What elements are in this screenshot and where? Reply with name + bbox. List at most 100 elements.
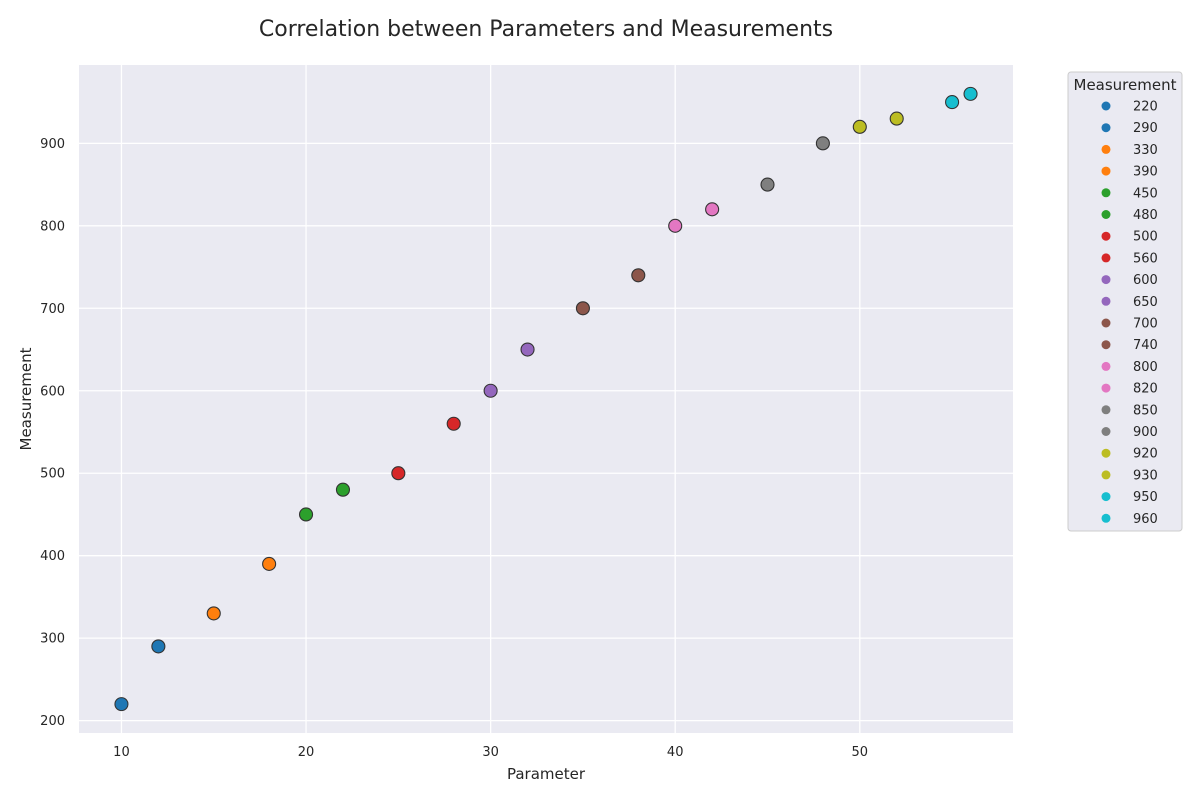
legend-marker [1101, 492, 1111, 502]
legend-item: 960 [1101, 512, 1158, 527]
y-tick-label: 800 [40, 219, 65, 234]
legend-items: 220 290 330 390 450 480 500 560 600 650 700 740 800 8… [1101, 100, 1158, 527]
y-tick-label: 300 [40, 632, 65, 647]
legend-item: 220 [1101, 100, 1158, 115]
legend-marker [1101, 253, 1111, 263]
legend-item: 800 [1101, 360, 1158, 375]
legend-label: 950 [1133, 490, 1158, 505]
legend-label: 500 [1133, 230, 1158, 245]
legend-item: 480 [1101, 208, 1158, 223]
legend-marker [1101, 470, 1111, 480]
data-point [206, 606, 221, 621]
legend-item: 600 [1101, 273, 1158, 288]
legend-item: 330 [1101, 143, 1158, 158]
legend-marker [1101, 448, 1111, 458]
legend-label: 900 [1133, 425, 1158, 440]
legend-label: 960 [1133, 512, 1158, 527]
legend-marker [1101, 210, 1111, 219]
data-point [298, 507, 314, 522]
tick-labels: 10 20 30 40 50 200 300 400 500 600 700 800 900 [40, 137, 868, 760]
legend-item: 650 [1101, 295, 1158, 310]
x-tick-label: 10 [113, 745, 130, 760]
grid-lines [79, 65, 1013, 733]
y-tick-label: 200 [40, 714, 65, 729]
legend-label: 920 [1133, 447, 1158, 462]
data-points [114, 86, 978, 712]
legend-item: 740 [1101, 338, 1158, 353]
legend-marker [1101, 318, 1111, 328]
legend-marker [1101, 123, 1111, 133]
data-point [391, 466, 406, 481]
legend-item: 290 [1101, 121, 1158, 136]
x-tick-label: 20 [298, 745, 315, 760]
y-axis-title: Measurement [17, 347, 35, 450]
legend-item: 820 [1101, 382, 1158, 397]
legend-item: 850 [1101, 403, 1158, 418]
legend-marker [1101, 101, 1111, 111]
legend-marker [1101, 188, 1111, 198]
legend-item: 920 [1101, 447, 1158, 462]
legend: Measurement 220 290 330 390 450 480 500 560 600 6… [1067, 71, 1183, 532]
legend-item: 560 [1101, 251, 1158, 266]
legend-label: 700 [1133, 317, 1158, 332]
y-tick-label: 900 [40, 137, 65, 152]
data-point [852, 119, 867, 134]
legend-item: 500 [1101, 230, 1158, 245]
data-point [262, 556, 277, 571]
legend-label: 330 [1133, 143, 1158, 158]
legend-label: 800 [1133, 360, 1158, 375]
legend-label: 480 [1133, 208, 1158, 223]
x-axis-title: Parameter [507, 765, 586, 783]
data-point [963, 86, 978, 101]
x-tick-label: 40 [667, 745, 684, 760]
legend-label: 220 [1133, 100, 1158, 115]
legend-marker [1101, 383, 1111, 393]
legend-item: 450 [1101, 186, 1158, 201]
legend-label: 450 [1133, 186, 1158, 201]
legend-marker [1101, 513, 1111, 523]
data-point [889, 111, 904, 126]
data-point [945, 95, 960, 110]
legend-item: 930 [1101, 468, 1158, 483]
y-tick-label: 600 [40, 384, 65, 399]
legend-item: 700 [1101, 317, 1158, 332]
data-point [575, 301, 590, 316]
legend-label: 930 [1133, 468, 1158, 483]
plot-area [79, 65, 1013, 733]
legend-label: 740 [1133, 338, 1158, 353]
legend-marker [1101, 361, 1111, 371]
data-point [114, 697, 129, 712]
legend-label: 560 [1133, 251, 1158, 266]
data-point [151, 639, 166, 654]
data-point [483, 383, 498, 398]
legend-marker [1101, 231, 1111, 241]
data-point [815, 136, 830, 151]
legend-label: 820 [1133, 382, 1158, 397]
data-point [705, 202, 720, 217]
legend-marker [1101, 427, 1111, 436]
legend-label: 850 [1133, 403, 1158, 418]
data-point [631, 268, 646, 283]
legend-title: Measurement [1074, 76, 1177, 94]
legend-label: 290 [1133, 121, 1158, 136]
data-point [520, 342, 535, 357]
legend-marker [1101, 340, 1111, 350]
legend-marker [1101, 296, 1111, 306]
y-tick-label: 700 [40, 302, 65, 317]
legend-marker [1101, 144, 1111, 154]
data-point [446, 416, 461, 431]
legend-item: 950 [1101, 490, 1158, 505]
data-point [668, 218, 683, 233]
legend-marker [1101, 275, 1111, 285]
legend-label: 390 [1133, 165, 1158, 180]
legend-marker [1101, 166, 1111, 176]
legend-box [1067, 71, 1183, 532]
legend-marker [1101, 405, 1111, 415]
x-tick-label: 50 [852, 745, 869, 760]
data-point [760, 177, 775, 192]
x-tick-label: 30 [482, 745, 499, 760]
legend-label: 600 [1133, 273, 1158, 288]
legend-item: 390 [1101, 165, 1158, 180]
legend-item: 900 [1101, 425, 1158, 440]
